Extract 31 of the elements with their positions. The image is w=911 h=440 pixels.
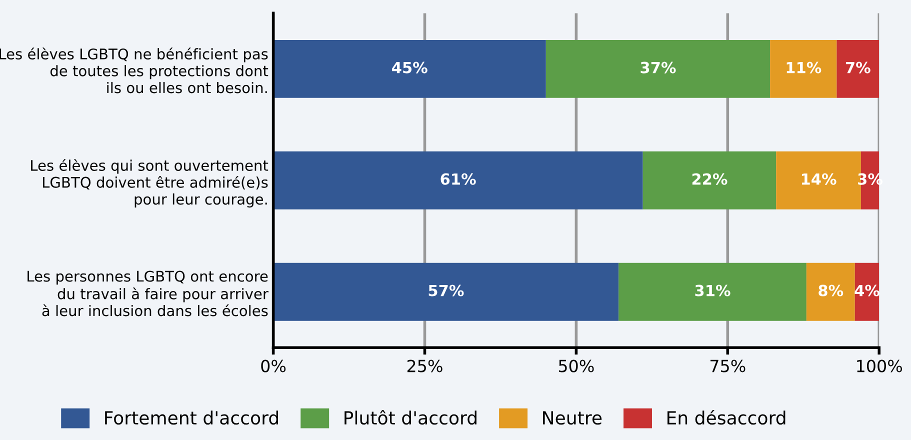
bar [836,40,880,98]
bar [273,151,643,210]
data-label: 11% [786,62,822,74]
data-label: 61% [440,173,476,185]
bar [642,151,776,210]
y-tick-label: Les élèves LGBTQ ne bénéficient pas de toutes les protections dont ils ou elles ont besoin. [0,48,268,94]
data-label: 7% [846,62,870,74]
x-tick-label: 75% [710,360,746,372]
data-label: 37% [640,62,676,74]
bar [770,40,837,98]
bar [618,262,806,321]
data-label: 22% [692,173,728,185]
data-label: 45% [392,62,428,74]
x-tick-label: 100% [857,360,902,372]
data-label: 14% [802,173,836,185]
data-label: 57% [428,284,464,296]
bar [806,262,855,321]
legend-label: Neutre [543,411,602,425]
legend-label: Fortement d'accord [105,410,278,425]
bar [546,40,770,98]
x-tick-label: 0% [261,360,286,372]
legend-label: Plutôt d'accord [344,410,476,425]
bar [273,40,546,98]
y-tick-label: Les élèves qui sont ouvertement LGBTQ doivent être admiré(e)s pour leur courage. [31,159,268,208]
data-label: 31% [695,284,730,296]
legend-label: En désaccord [668,410,786,425]
y-tick-label: Les personnes LGBTQ ont encore du travail à faire pour arriver à leur inclusion dans les écoles [28,270,268,316]
x-tick-label: 25% [407,360,442,372]
bar [273,262,619,321]
x-tick-label: 50% [558,360,594,372]
data-label: 8% [818,284,844,296]
